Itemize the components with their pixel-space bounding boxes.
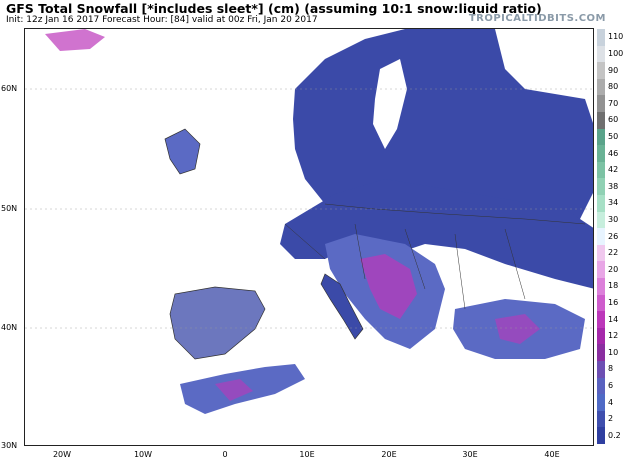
legend-label: 50 bbox=[608, 131, 619, 141]
snowfall-map-svg bbox=[25, 29, 593, 414]
legend-swatch bbox=[597, 377, 605, 395]
lon-label-20e: 20E bbox=[381, 450, 397, 459]
legend-label: 18 bbox=[608, 281, 619, 291]
lon-label-0: 0 bbox=[222, 450, 228, 459]
lon-label-30e: 30E bbox=[462, 450, 478, 459]
lat-label-30n: 30N bbox=[1, 441, 18, 450]
snow-heavy-atlas bbox=[215, 379, 253, 401]
brand-watermark: TROPICALTIDBITS.COM bbox=[468, 13, 606, 24]
legend-label: 6 bbox=[608, 380, 614, 390]
legend-label: 42 bbox=[608, 165, 619, 175]
snow-region-central-europe bbox=[280, 179, 593, 289]
legend-swatch bbox=[597, 311, 605, 329]
snow-region-scotland bbox=[165, 129, 200, 174]
lon-label-20w: 20W bbox=[52, 450, 72, 459]
legend-label: 38 bbox=[608, 181, 619, 191]
lon-label-10w: 10W bbox=[133, 450, 153, 459]
legend-label: 90 bbox=[608, 65, 619, 75]
legend-swatch bbox=[597, 128, 605, 146]
legend-swatch bbox=[597, 211, 605, 229]
legend-swatch bbox=[597, 62, 605, 80]
legend-swatch bbox=[597, 244, 605, 262]
legend-label: 100 bbox=[608, 48, 624, 58]
legend-label: 14 bbox=[608, 314, 619, 324]
legend-swatch bbox=[597, 427, 605, 445]
legend-swatch bbox=[597, 410, 605, 428]
legend-label: 30 bbox=[608, 214, 619, 224]
lat-label-40n: 40N bbox=[1, 323, 18, 332]
country-borders bbox=[284, 203, 586, 310]
legend-swatch bbox=[597, 344, 605, 362]
legend-label: 10 bbox=[608, 347, 619, 357]
coastline-outline bbox=[164, 128, 364, 360]
legend-label: 34 bbox=[608, 198, 619, 208]
legend-label: 80 bbox=[608, 82, 619, 92]
legend-swatch bbox=[597, 394, 605, 412]
legend-swatch bbox=[597, 45, 605, 63]
legend-label: 110 bbox=[608, 32, 624, 42]
legend-label: 60 bbox=[608, 115, 619, 125]
legend-label: 12 bbox=[608, 331, 619, 341]
legend-swatch bbox=[597, 161, 605, 179]
snow-region-iberia bbox=[170, 287, 265, 359]
legend-swatch bbox=[597, 361, 605, 379]
snow-heavy-turkey bbox=[495, 314, 540, 344]
legend-label: 16 bbox=[608, 297, 619, 307]
legend-label: 70 bbox=[608, 98, 619, 108]
legend-swatch bbox=[597, 327, 605, 345]
legend-label: 4 bbox=[608, 397, 614, 407]
legend-swatch bbox=[597, 145, 605, 163]
map-header: GFS Total Snowfall [*includes sleet*] (c… bbox=[0, 0, 624, 28]
legend-label: 0.2 bbox=[608, 430, 621, 440]
map-title: GFS Total Snowfall [*includes sleet*] (c… bbox=[6, 1, 542, 16]
legend-label: 8 bbox=[608, 364, 614, 374]
map-subtitle: Init: 12z Jan 16 2017 Forecast Hour: [84… bbox=[6, 15, 318, 25]
legend-swatch bbox=[597, 195, 605, 213]
legend-label: 46 bbox=[608, 148, 619, 158]
legend-label: 20 bbox=[608, 264, 619, 274]
lat-label-50n: 50N bbox=[1, 204, 18, 213]
snow-region-baltic-sea bbox=[373, 59, 407, 149]
legend-label: 22 bbox=[608, 248, 619, 258]
legend-swatch bbox=[597, 95, 605, 113]
legend-label: 26 bbox=[608, 231, 619, 241]
snow-region-iceland bbox=[45, 29, 105, 51]
legend-swatch bbox=[597, 78, 605, 96]
lon-label-40e: 40E bbox=[544, 450, 560, 459]
snow-heavy-balkans bbox=[360, 254, 417, 319]
legend-swatch bbox=[597, 261, 605, 279]
snowfall-map bbox=[24, 28, 594, 446]
legend-swatch bbox=[597, 178, 605, 196]
legend-label: 2 bbox=[608, 414, 614, 424]
snow-region-italy bbox=[321, 274, 363, 339]
lon-label-10e: 10E bbox=[299, 450, 315, 459]
legend-swatch bbox=[597, 29, 605, 47]
color-legend: 110 100 90 80 70 60 50 46 42 38 34 30 26 22 20 18 16 14 12… bbox=[597, 29, 624, 445]
lat-label-60n: 60N bbox=[1, 84, 18, 93]
legend-swatch bbox=[597, 112, 605, 130]
legend-swatch bbox=[597, 228, 605, 246]
legend-swatch bbox=[597, 294, 605, 312]
legend-swatch bbox=[597, 278, 605, 296]
